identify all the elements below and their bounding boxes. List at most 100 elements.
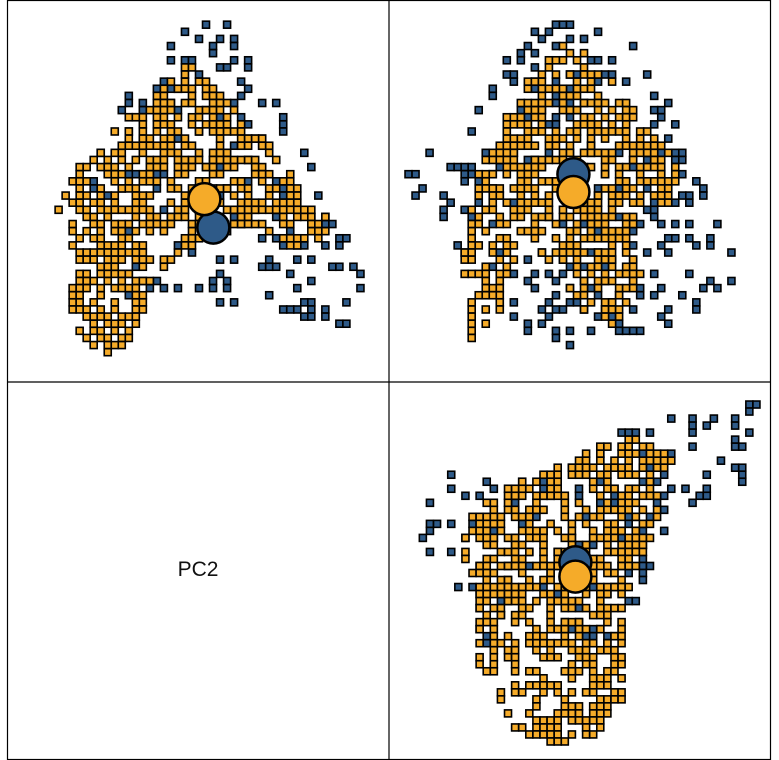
scatter-point-group_b bbox=[278, 205, 288, 215]
scatter-point-group_b bbox=[222, 205, 232, 215]
scatter-point-group_b bbox=[532, 702, 541, 711]
scatter-point-group_a bbox=[588, 624, 598, 634]
scatter-point-group_b bbox=[574, 645, 584, 655]
scatter-point-group_b bbox=[468, 568, 477, 578]
scatter-point-group_a bbox=[588, 540, 598, 550]
scatter-point-group_a bbox=[523, 155, 533, 165]
scatter-point-group_b bbox=[187, 155, 197, 165]
scatter-point-group_b bbox=[635, 141, 645, 151]
scatter-point-group_b bbox=[208, 162, 218, 172]
scatter-point-group_b bbox=[537, 212, 547, 222]
scatter-point-group_b bbox=[517, 589, 527, 599]
scatter-point-group_a bbox=[638, 449, 648, 458]
scatter-point-group_b bbox=[145, 276, 155, 286]
scatter-point-group_b bbox=[502, 120, 512, 129]
scatter-point-group_b bbox=[138, 290, 148, 300]
scatter-point-group_a bbox=[446, 198, 455, 207]
scatter-point-group_b bbox=[96, 233, 106, 243]
scatter-point-group_b bbox=[593, 120, 603, 129]
scatter-point-group_b bbox=[546, 589, 555, 599]
scatter-point-group_b bbox=[159, 84, 169, 94]
scatter-point-group_b bbox=[624, 463, 633, 473]
scatter-point-group_b bbox=[581, 589, 591, 599]
scatter-point-group_b bbox=[574, 456, 584, 465]
scatter-point-group_b bbox=[530, 191, 540, 200]
scatter-point-group_a bbox=[593, 226, 603, 236]
scatter-point-group_b bbox=[103, 269, 113, 279]
scatter-point-group_b bbox=[201, 84, 211, 94]
scatter-point-group_a bbox=[425, 519, 435, 529]
scatter-point-group_a bbox=[243, 84, 253, 94]
scatter-point-group_b bbox=[180, 169, 190, 179]
scatter-point-group_a bbox=[516, 105, 526, 115]
scatter-point-group_a bbox=[624, 428, 633, 437]
scatter-point-group_b bbox=[208, 169, 218, 179]
panel-top-left bbox=[54, 20, 365, 357]
scatter-point-group_b bbox=[579, 148, 589, 158]
scatter-point-group_a bbox=[677, 155, 687, 165]
scatter-point-group_b bbox=[496, 603, 506, 613]
scatter-point-group_b bbox=[621, 191, 631, 200]
scatter-point-group_b bbox=[588, 610, 598, 620]
scatter-point-group_a bbox=[581, 512, 591, 522]
scatter-point-group_b bbox=[532, 596, 541, 606]
scatter-point-group_a bbox=[488, 91, 498, 101]
scatter-point-group_b bbox=[82, 255, 91, 264]
scatter-point-group_b bbox=[649, 162, 659, 172]
scatter-point-group_b bbox=[537, 177, 547, 186]
scatter-point-group_b bbox=[496, 512, 506, 522]
scatter-point-group_b bbox=[603, 519, 612, 529]
scatter-point-group_b bbox=[546, 730, 555, 739]
scatter-point-group_b bbox=[285, 233, 295, 243]
scatter-point-group_a bbox=[621, 326, 631, 336]
scatter-point-group_b bbox=[617, 631, 626, 641]
scatter-point-group_b bbox=[523, 162, 533, 172]
scatter-point-group_b bbox=[530, 98, 540, 108]
scatter-point-group_a bbox=[656, 219, 666, 229]
scatter-point-group_b bbox=[663, 198, 673, 207]
scatter-point-group_a bbox=[688, 498, 697, 508]
scatter-point-group_b bbox=[532, 723, 541, 732]
scatter-point-group_b bbox=[600, 169, 610, 179]
scatter-point-group_a bbox=[663, 233, 673, 243]
scatter-point-group_b bbox=[525, 519, 534, 529]
scatter-point-group_b bbox=[503, 561, 513, 571]
scatter-point-group_b bbox=[603, 610, 612, 620]
scatter-point-group_a bbox=[467, 127, 477, 136]
scatter-point-group_b bbox=[496, 610, 506, 620]
scatter-point-group_a bbox=[222, 283, 232, 293]
scatter-point-group_b bbox=[510, 645, 520, 655]
scatter-point-group_b bbox=[553, 470, 563, 480]
scatter-point-group_b bbox=[603, 589, 612, 599]
scatter-point-group_a bbox=[299, 298, 309, 307]
scatter-point-group_b bbox=[525, 484, 534, 494]
scatter-point-group_b bbox=[482, 596, 492, 606]
scatter-point-group_b bbox=[525, 512, 534, 522]
scatter-point-group_b bbox=[124, 184, 134, 193]
scatter-point-group_b bbox=[166, 219, 176, 229]
scatter-point-group_b bbox=[222, 148, 232, 158]
scatter-point-group_b bbox=[180, 205, 190, 215]
scatter-point-group_b bbox=[610, 659, 619, 669]
scatter-point-group_b bbox=[607, 248, 617, 257]
scatter-point-group_a bbox=[439, 191, 448, 200]
scatter-point-group_b bbox=[530, 198, 540, 207]
scatter-point-group_b bbox=[624, 547, 633, 557]
scatter-point-group_b bbox=[467, 305, 477, 314]
scatter-point-group_b bbox=[475, 617, 484, 627]
scatter-point-group_b bbox=[131, 298, 141, 307]
scatter-point-group_a bbox=[264, 290, 274, 300]
scatter-point-group_a bbox=[159, 77, 169, 86]
scatter-point-group_a bbox=[565, 262, 575, 272]
scatter-point-group_b bbox=[624, 505, 633, 515]
scatter-point-group_b bbox=[236, 198, 246, 207]
scatter-point-group_b bbox=[117, 269, 127, 279]
scatter-point-group_b bbox=[257, 141, 267, 151]
scatter-point-group_b bbox=[110, 127, 120, 136]
scatter-point-group_b bbox=[553, 477, 563, 487]
scatter-point-group_a bbox=[663, 248, 673, 257]
scatter-point-group_b bbox=[628, 219, 638, 229]
scatter-point-group_b bbox=[229, 127, 239, 136]
scatter-point-group_b bbox=[503, 709, 513, 718]
scatter-point-group_b bbox=[68, 241, 77, 250]
